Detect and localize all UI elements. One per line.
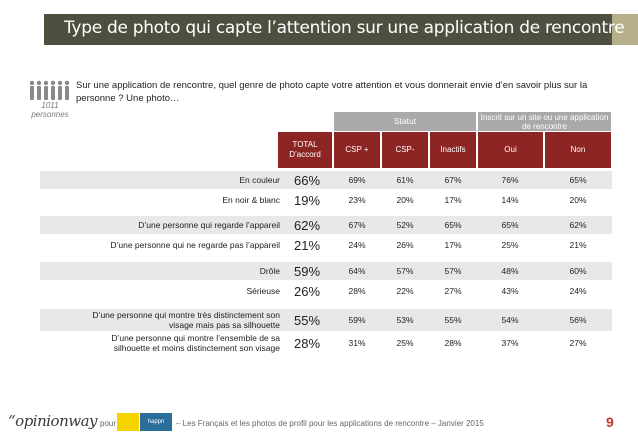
row-cell-value: 25% xyxy=(396,338,414,348)
table-row: D’une personne qui montre très distincte… xyxy=(40,309,612,331)
survey-question: Sur une application de rencontre, quel g… xyxy=(76,80,588,104)
row-label: D’une personne qui montre l’ensemble de … xyxy=(111,333,280,353)
row-cell-value: 23% xyxy=(348,195,366,205)
row-cell-value: 57% xyxy=(444,266,462,276)
title-bar xyxy=(44,14,612,45)
row-cell-value: 65% xyxy=(569,175,587,185)
footer-caption: – Les Français et les photos de profil p… xyxy=(176,419,484,428)
row-cell-value: 54% xyxy=(501,315,519,325)
page-title: Type de photo qui capte l’attention sur … xyxy=(64,18,625,38)
row-cell-value: 48% xyxy=(501,266,519,276)
header-total: TOTAL D’accord xyxy=(278,132,332,168)
row-cell-value: 17% xyxy=(444,195,462,205)
row-label: En noir & blanc xyxy=(222,195,280,205)
row-cell-value: 17% xyxy=(444,240,462,250)
table-row: En noir & blanc 19% 23% 20% 17% 14% 20% xyxy=(40,191,612,209)
header-non: Non xyxy=(545,132,611,168)
row-cell-value: 27% xyxy=(444,286,462,296)
row-cell-value: 21% xyxy=(569,240,587,250)
nikon-logo xyxy=(117,413,139,431)
row-cell-value: 55% xyxy=(444,315,462,325)
row-cell-value: 65% xyxy=(501,220,519,230)
row-cell-value: 69% xyxy=(348,175,366,185)
row-cell-value: 59% xyxy=(348,315,366,325)
table-row: D’une personne qui ne regarde pas l’appa… xyxy=(40,236,612,254)
row-cell-value: 24% xyxy=(348,240,366,250)
row-total-value: 19% xyxy=(293,192,321,208)
row-cell-value: 65% xyxy=(444,220,462,230)
row-total-value: 55% xyxy=(293,312,321,328)
row-cell-value: 37% xyxy=(501,338,519,348)
row-cell-value: 62% xyxy=(569,220,587,230)
row-label: Drôle xyxy=(259,266,280,276)
row-cell-value: 52% xyxy=(396,220,414,230)
row-label: En couleur xyxy=(239,175,280,185)
row-cell-value: 67% xyxy=(444,175,462,185)
row-cell-value: 76% xyxy=(501,175,519,185)
row-total-value: 66% xyxy=(293,172,321,188)
row-cell-value: 24% xyxy=(569,286,587,296)
row-cell-value: 60% xyxy=(569,266,587,276)
title-accent xyxy=(612,14,638,45)
row-label: D’une personne qui montre très distincte… xyxy=(92,310,280,330)
row-total-value: 21% xyxy=(293,237,321,253)
row-total-value: 59% xyxy=(293,263,321,279)
row-label: Sérieuse xyxy=(246,286,280,296)
header-csp-minus: CSP- xyxy=(382,132,428,168)
row-cell-value: 57% xyxy=(396,266,414,276)
page-number: 9 xyxy=(606,414,614,430)
table-row: D’une personne qui regarde l’appareil 62%… xyxy=(40,216,612,234)
sample-size: 1011 personnes xyxy=(30,101,70,119)
row-cell-value: 67% xyxy=(348,220,366,230)
row-cell-value: 20% xyxy=(396,195,414,205)
sample-count: 1011 xyxy=(41,101,59,110)
row-total-value: 62% xyxy=(293,217,321,233)
row-cell-value: 20% xyxy=(569,195,587,205)
sample-unit: personnes xyxy=(31,110,69,119)
table-row: Drôle 59% 64% 57% 57% 48% 60% xyxy=(40,262,612,280)
row-cell-value: 27% xyxy=(569,338,587,348)
row-label: D’une personne qui ne regarde pas l’appa… xyxy=(110,240,280,250)
table-row: D’une personne qui montre l’ensemble de … xyxy=(40,332,612,354)
row-cell-value: 25% xyxy=(501,240,519,250)
row-cell-value: 28% xyxy=(348,286,366,296)
row-cell-value: 53% xyxy=(396,315,414,325)
row-cell-value: 31% xyxy=(348,338,366,348)
row-total-value: 28% xyxy=(293,335,321,351)
row-cell-value: 22% xyxy=(396,286,414,296)
opinionway-logo: “opinionway xyxy=(8,412,98,430)
header-inscrit: Inscrit sur un site ou une application d… xyxy=(478,112,611,131)
row-cell-value: 43% xyxy=(501,286,519,296)
header-inactifs: Inactifs xyxy=(430,132,476,168)
row-label: D’une personne qui regarde l’appareil xyxy=(138,220,280,230)
happn-logo: happn xyxy=(140,413,172,431)
header-oui: Oui xyxy=(478,132,543,168)
row-cell-value: 56% xyxy=(569,315,587,325)
row-cell-value: 64% xyxy=(348,266,366,276)
footer-pour: pour xyxy=(100,419,117,428)
table-row: En couleur 66% 69% 61% 67% 76% 65% xyxy=(40,171,612,189)
row-total-value: 26% xyxy=(293,283,321,299)
row-cell-value: 28% xyxy=(444,338,462,348)
header-csp-plus: CSP + xyxy=(334,132,380,168)
people-icon xyxy=(29,80,70,100)
row-cell-value: 26% xyxy=(396,240,414,250)
table-row: Sérieuse 26% 28% 22% 27% 43% 24% xyxy=(40,282,612,300)
row-cell-value: 61% xyxy=(396,175,414,185)
row-cell-value: 14% xyxy=(501,195,519,205)
header-statut: Statut xyxy=(334,112,476,131)
